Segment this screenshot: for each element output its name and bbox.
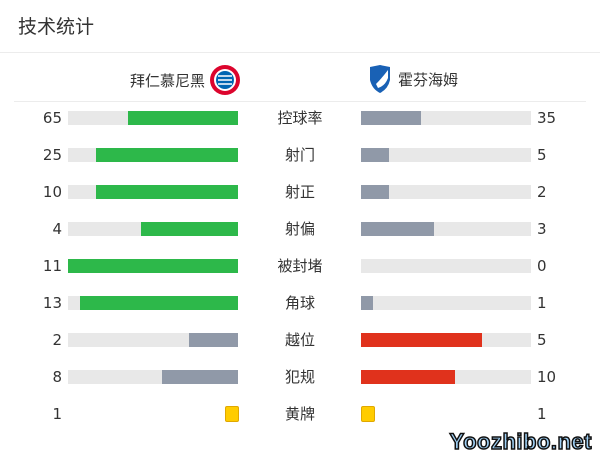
stat-row: 2 越位 5 [0, 330, 600, 350]
away-bar [361, 185, 531, 199]
away-bar-fill [361, 333, 483, 347]
away-value: 2 [537, 183, 547, 201]
home-bar-fill [96, 185, 238, 199]
stat-row: 11 被封堵 0 [0, 256, 600, 276]
watermark: Yoozhibo.net [449, 429, 592, 455]
stat-row-yellow: 1 黄牌 1 [0, 404, 600, 424]
away-bar [361, 370, 531, 384]
stat-label: 被封堵 [277, 257, 323, 275]
away-bar [361, 148, 531, 162]
stat-row: 10 射正 2 [0, 182, 600, 202]
stat-label: 角球 [284, 294, 315, 312]
home-bar [68, 185, 238, 199]
away-team: 霍芬海姆 [368, 64, 458, 94]
stat-label: 控球率 [277, 109, 323, 127]
away-bar-fill [361, 148, 390, 162]
home-bar [68, 370, 238, 384]
home-value: 10 [42, 183, 62, 201]
home-bar-fill [96, 148, 238, 162]
home-value: 25 [42, 146, 62, 164]
stat-label: 犯规 [284, 368, 315, 386]
away-team-name: 霍芬海姆 [398, 70, 459, 89]
home-bar-fill [162, 370, 238, 384]
yellow-card-icon [361, 406, 375, 422]
home-bar-fill [80, 296, 238, 310]
stat-row: 65 控球率 35 [0, 108, 600, 128]
away-bar [361, 333, 531, 347]
away-bar-fill [361, 370, 456, 384]
home-value: 13 [42, 294, 62, 312]
hoffenheim-logo-icon [370, 65, 390, 93]
home-bar [68, 296, 238, 310]
away-value: 3 [537, 220, 547, 238]
away-bar-fill [361, 222, 434, 236]
away-value: 5 [537, 146, 547, 164]
home-bar [68, 222, 238, 236]
away-value: 1 [537, 294, 547, 312]
home-value: 2 [52, 331, 62, 349]
away-value: 1 [537, 405, 547, 423]
stat-label: 射正 [284, 183, 315, 201]
home-value: 1 [52, 405, 62, 423]
home-value: 11 [42, 257, 62, 275]
stat-row: 8 犯规 10 [0, 367, 600, 387]
away-value: 35 [537, 109, 557, 127]
away-value: 0 [537, 257, 547, 275]
page-title: 技术统计 [18, 16, 95, 38]
home-bar-fill [68, 259, 238, 273]
away-bar-fill [361, 111, 421, 125]
home-bar [68, 259, 238, 273]
away-bar-fill [361, 185, 390, 199]
home-bar-fill [127, 111, 238, 125]
stat-row: 25 射门 5 [0, 145, 600, 165]
home-bar [68, 111, 238, 125]
stat-row: 13 角球 1 [0, 293, 600, 313]
yellow-card-icon [225, 406, 239, 422]
divider [14, 101, 586, 102]
home-value: 8 [52, 368, 62, 386]
home-bar-fill [140, 222, 238, 236]
stat-label: 射偏 [284, 220, 315, 238]
stat-label: 黄牌 [284, 405, 315, 423]
home-team-name: 拜仁慕尼黑 [130, 71, 206, 90]
stat-label: 射门 [284, 146, 315, 164]
away-value: 5 [537, 331, 547, 349]
home-bar [68, 333, 238, 347]
away-bar [361, 259, 531, 273]
home-value: 65 [42, 109, 62, 127]
bayern-logo-icon [210, 65, 241, 95]
stat-label: 越位 [284, 331, 315, 349]
divider [0, 52, 600, 53]
away-bar [361, 111, 531, 125]
stat-row: 4 射偏 3 [0, 219, 600, 239]
home-bar [68, 148, 238, 162]
away-bar [361, 222, 531, 236]
home-bar-fill [189, 333, 238, 347]
away-bar-fill [361, 296, 374, 310]
away-value: 10 [537, 368, 557, 386]
home-team: 拜仁慕尼黑 [130, 64, 241, 96]
away-bar [361, 296, 531, 310]
home-value: 4 [52, 220, 62, 238]
